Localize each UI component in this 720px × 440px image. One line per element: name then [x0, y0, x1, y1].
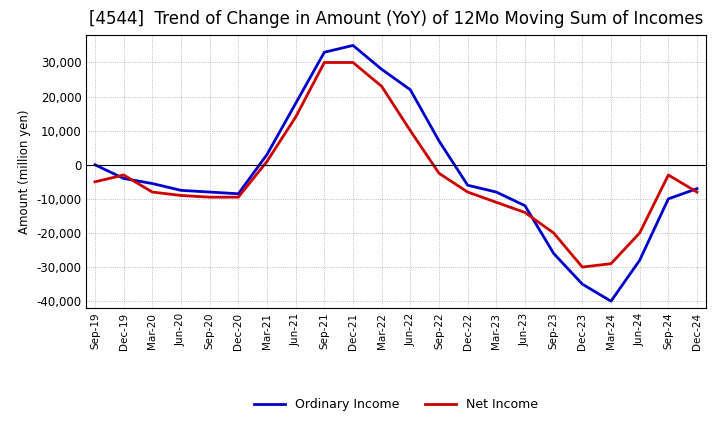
Net Income [263, 159, 271, 164]
Net Income [148, 189, 157, 194]
Net Income [377, 84, 386, 89]
Ordinary Income [693, 186, 701, 191]
Net Income [91, 179, 99, 184]
Net Income [635, 231, 644, 236]
Ordinary Income [292, 101, 300, 106]
Net Income [176, 193, 185, 198]
Ordinary Income [377, 66, 386, 72]
Ordinary Income [205, 189, 214, 194]
Net Income [348, 60, 357, 65]
Net Income [693, 189, 701, 194]
Y-axis label: Amount (million yen): Amount (million yen) [18, 110, 31, 234]
Ordinary Income [176, 188, 185, 193]
Ordinary Income [464, 183, 472, 188]
Title: [4544]  Trend of Change in Amount (YoY) of 12Mo Moving Sum of Incomes: [4544] Trend of Change in Amount (YoY) o… [89, 10, 703, 28]
Net Income [292, 114, 300, 120]
Net Income [320, 60, 328, 65]
Ordinary Income [521, 203, 529, 209]
Net Income [664, 172, 672, 178]
Net Income [406, 128, 415, 133]
Ordinary Income [120, 176, 128, 181]
Net Income [120, 172, 128, 178]
Net Income [521, 210, 529, 215]
Ordinary Income [320, 50, 328, 55]
Net Income [234, 194, 243, 200]
Net Income [205, 194, 214, 200]
Net Income [492, 200, 500, 205]
Ordinary Income [148, 181, 157, 186]
Ordinary Income [406, 87, 415, 92]
Net Income [435, 171, 444, 176]
Ordinary Income [635, 258, 644, 263]
Ordinary Income [492, 189, 500, 194]
Net Income [578, 264, 587, 270]
Ordinary Income [263, 152, 271, 157]
Ordinary Income [607, 299, 616, 304]
Line: Net Income: Net Income [95, 62, 697, 267]
Line: Ordinary Income: Ordinary Income [95, 45, 697, 301]
Ordinary Income [234, 191, 243, 196]
Ordinary Income [664, 196, 672, 202]
Net Income [464, 189, 472, 194]
Ordinary Income [578, 282, 587, 287]
Ordinary Income [91, 162, 99, 167]
Ordinary Income [549, 251, 558, 256]
Net Income [607, 261, 616, 266]
Legend: Ordinary Income, Net Income: Ordinary Income, Net Income [249, 393, 543, 416]
Net Income [549, 231, 558, 236]
Ordinary Income [435, 138, 444, 143]
Ordinary Income [348, 43, 357, 48]
